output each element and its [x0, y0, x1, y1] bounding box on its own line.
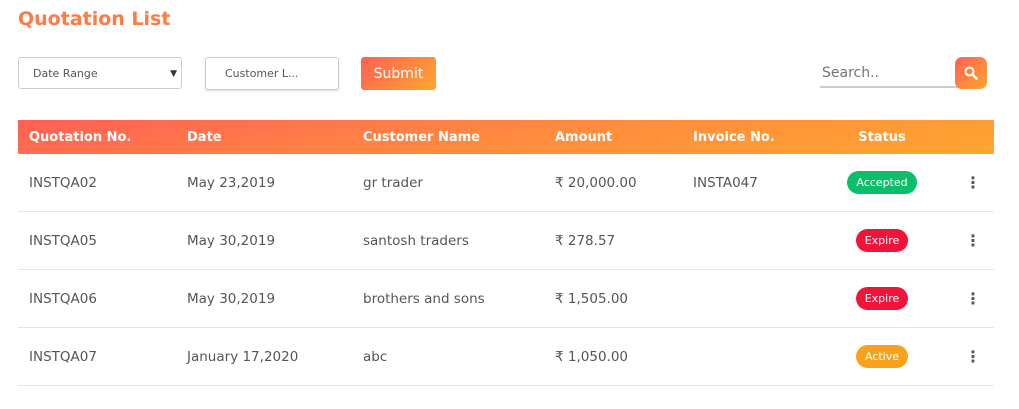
customer-select[interactable]: Customer L...: [205, 57, 339, 90]
status-badge: Expire: [855, 229, 909, 252]
table-header: Quotation No. Date Customer Name Amount …: [18, 120, 994, 154]
date: May 23,2019: [176, 154, 352, 212]
quotation-no[interactable]: INSTQA07: [18, 327, 176, 386]
header-customer: Customer Name: [363, 129, 480, 145]
customer-name: santosh traders: [352, 211, 544, 270]
date: May 30,2019: [176, 211, 352, 270]
quotation-no[interactable]: INSTQA02: [18, 154, 176, 212]
amount: ₹ 278.57: [544, 211, 682, 270]
dropdown-arrow-icon: ▼: [170, 69, 177, 79]
invoice-no: [682, 327, 822, 386]
customer-name: gr trader: [352, 154, 544, 212]
search-button[interactable]: [955, 57, 987, 89]
amount: ₹ 1,050.00: [544, 327, 682, 386]
header-status: Status: [858, 129, 906, 145]
submit-button[interactable]: Submit: [361, 57, 436, 90]
header-amount: Amount: [555, 129, 613, 145]
header-quotation-no: Quotation No.: [29, 129, 132, 145]
quotation-no[interactable]: INSTQA06: [18, 269, 176, 328]
more-options-icon[interactable]: ⋮: [942, 154, 994, 212]
customer-name: brothers and sons: [352, 269, 544, 328]
page-title: Quotation List: [18, 8, 171, 30]
status-badge: Expire: [855, 287, 909, 310]
more-options-icon[interactable]: ⋮: [942, 327, 994, 386]
table-row: INSTQA02 May 23,2019 gr trader ₹ 20,000.…: [18, 154, 994, 212]
table-row: INSTQA06 May 30,2019 brothers and sons ₹…: [18, 269, 994, 328]
more-options-icon[interactable]: ⋮: [942, 211, 994, 270]
search-input[interactable]: [820, 60, 958, 88]
date-range-value: Date Range: [33, 67, 98, 80]
date: May 30,2019: [176, 269, 352, 328]
invoice-no: [682, 269, 822, 328]
quotation-no[interactable]: INSTQA05: [18, 211, 176, 270]
amount: ₹ 1,505.00: [544, 269, 682, 328]
invoice-no: INSTA047: [682, 154, 822, 212]
date: January 17,2020: [176, 327, 352, 386]
header-date: Date: [187, 129, 222, 145]
customer-name: abc: [352, 327, 544, 386]
status-badge: Accepted: [847, 171, 917, 194]
quotation-table: Quotation No. Date Customer Name Amount …: [18, 120, 994, 386]
table-row: INSTQA07 January 17,2020 abc ₹ 1,050.00 …: [18, 327, 994, 386]
header-invoice: Invoice No.: [693, 129, 775, 145]
more-options-icon[interactable]: ⋮: [942, 269, 994, 328]
date-range-select[interactable]: Date Range ▼: [18, 57, 182, 89]
amount: ₹ 20,000.00: [544, 154, 682, 212]
status-badge: Active: [855, 345, 909, 368]
table-row: INSTQA05 May 30,2019 santosh traders ₹ 2…: [18, 211, 994, 270]
invoice-no: [682, 211, 822, 270]
search-icon: [964, 66, 978, 80]
